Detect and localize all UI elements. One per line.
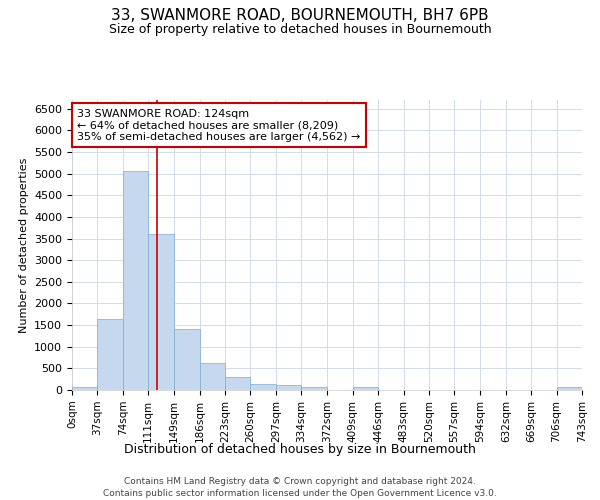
Bar xyxy=(353,387,378,390)
Bar xyxy=(225,378,250,390)
Y-axis label: Number of detached properties: Number of detached properties xyxy=(19,158,29,332)
Bar xyxy=(557,387,582,390)
Bar xyxy=(72,387,97,390)
Bar xyxy=(97,318,123,390)
Bar xyxy=(250,384,276,390)
Text: Contains public sector information licensed under the Open Government Licence v3: Contains public sector information licen… xyxy=(103,489,497,498)
Text: Contains HM Land Registry data © Crown copyright and database right 2024.: Contains HM Land Registry data © Crown c… xyxy=(124,478,476,486)
Bar xyxy=(123,171,148,390)
Text: 33 SWANMORE ROAD: 124sqm
← 64% of detached houses are smaller (8,209)
35% of sem: 33 SWANMORE ROAD: 124sqm ← 64% of detach… xyxy=(77,108,361,142)
Text: Size of property relative to detached houses in Bournemouth: Size of property relative to detached ho… xyxy=(109,22,491,36)
Bar xyxy=(148,234,174,390)
Text: Distribution of detached houses by size in Bournemouth: Distribution of detached houses by size … xyxy=(124,442,476,456)
Bar xyxy=(276,385,301,390)
Bar xyxy=(200,363,225,390)
Text: 33, SWANMORE ROAD, BOURNEMOUTH, BH7 6PB: 33, SWANMORE ROAD, BOURNEMOUTH, BH7 6PB xyxy=(111,8,489,22)
Bar xyxy=(174,328,200,390)
Bar xyxy=(301,387,328,390)
